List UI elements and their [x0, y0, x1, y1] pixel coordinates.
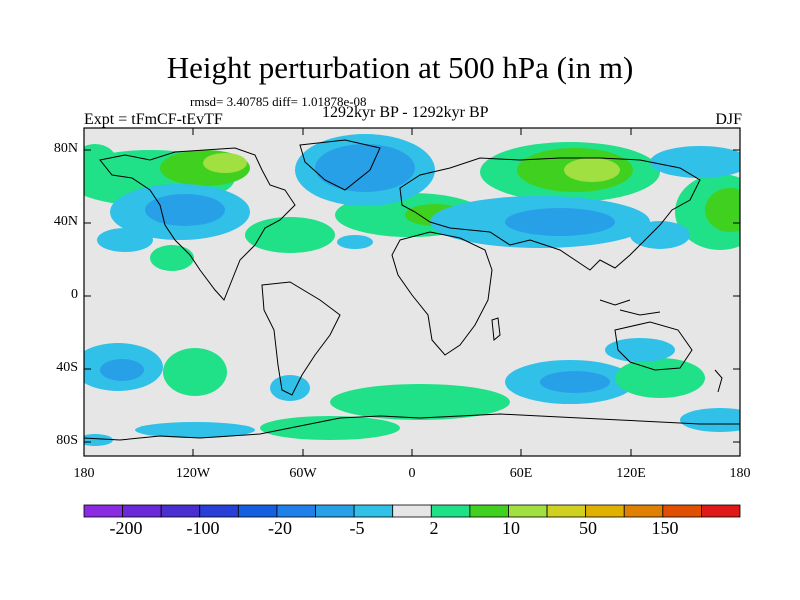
colorbar-swatch	[237, 504, 278, 518]
colorbar-swatch	[83, 504, 123, 518]
negative-anomaly	[680, 408, 740, 432]
stats-label: rmsd= 3.40785 diff= 1.01878e-08	[190, 94, 367, 109]
lat-label-80n: 80N	[53, 141, 78, 156]
coastline-south-america	[261, 281, 341, 396]
lat-label-80s: 80S	[56, 433, 78, 448]
colorbar-swatch	[122, 504, 162, 518]
positive-anomaly	[330, 384, 510, 420]
colorbar-label: -100	[186, 518, 220, 538]
negative-anomaly	[100, 359, 144, 381]
coastline-greenland	[299, 139, 381, 191]
coastline-antarctica	[84, 413, 740, 441]
positive-anomaly	[564, 158, 620, 182]
colorbar-swatch	[701, 504, 741, 518]
negative-anomaly	[540, 371, 610, 393]
colorbar-swatch	[276, 504, 316, 518]
season-label: DJF	[715, 111, 742, 128]
negative-anomaly	[630, 221, 690, 249]
positive-anomaly	[615, 358, 705, 398]
positive-anomaly	[203, 153, 247, 173]
negative-anomaly	[270, 375, 310, 401]
lon-label-60w: 60W	[289, 466, 317, 481]
colorbar-swatch	[585, 504, 625, 518]
lon-label-0: 0	[408, 466, 416, 481]
lat-label-0: 0	[71, 287, 78, 302]
chart-title: Height perturbation at 500 hPa (in m)	[166, 50, 634, 85]
colorbar-swatch	[508, 504, 548, 518]
axis-ticks	[83, 128, 741, 456]
coastline-north-america	[99, 147, 296, 301]
positive-anomaly	[163, 348, 227, 396]
coastline-eurasia	[399, 157, 701, 271]
colorbar-swatch	[662, 504, 702, 518]
lon-label-60e: 60E	[509, 466, 533, 481]
lon-label-180e: 180	[729, 466, 751, 481]
lon-label-180w: 180	[73, 466, 95, 481]
negative-anomaly	[650, 146, 740, 178]
negative-anomaly	[97, 228, 153, 252]
colorbar-swatch	[392, 504, 432, 518]
coastline-madagascar	[491, 317, 501, 341]
negative-anomaly	[605, 338, 675, 362]
experiment-label: Expt = tFmCF-tEvTF	[84, 111, 223, 128]
negative-anomaly	[145, 194, 225, 226]
negative-anomaly	[84, 434, 113, 446]
colorbar-swatch	[315, 504, 355, 518]
colorbar-swatch	[623, 504, 664, 518]
lon-label-120e: 120E	[616, 466, 646, 481]
coastline-africa	[391, 231, 493, 356]
negative-anomaly	[315, 144, 415, 192]
period-label: 1292kyr BP - 1292kyr BP	[322, 104, 489, 121]
negative-anomaly	[337, 235, 373, 249]
coastline-new-zealand	[714, 369, 723, 393]
positive-anomaly	[150, 245, 194, 271]
colorbar-label: 50	[579, 518, 597, 538]
lat-label-40n: 40N	[53, 214, 78, 229]
colorbar-swatch	[430, 504, 471, 518]
positive-anomaly	[705, 188, 740, 232]
colorbar-swatch	[546, 504, 587, 518]
colorbar	[83, 504, 741, 518]
colorbar-label: -5	[349, 518, 365, 538]
lat-label-40s: 40S	[56, 360, 78, 375]
colorbar-label: 150	[651, 518, 679, 538]
coastlines	[84, 139, 740, 441]
negative-anomaly	[135, 422, 255, 438]
positive-anomaly	[260, 416, 400, 440]
colorbar-label: -20	[268, 518, 292, 538]
coastline-indonesia	[599, 299, 661, 316]
positive-anomaly	[84, 144, 117, 180]
lon-label-120w: 120W	[175, 466, 211, 481]
positive-anomaly	[245, 217, 335, 253]
negative-anomaly	[505, 208, 615, 236]
coastline-australia	[614, 321, 693, 371]
colorbar-label: -200	[109, 518, 143, 538]
colorbar-swatch	[199, 504, 239, 518]
colorbar-swatch	[469, 504, 509, 518]
colorbar-label: 10	[502, 518, 520, 538]
colorbar-swatch	[160, 504, 201, 518]
colorbar-swatch	[353, 504, 394, 518]
colorbar-label: 2	[429, 518, 439, 538]
